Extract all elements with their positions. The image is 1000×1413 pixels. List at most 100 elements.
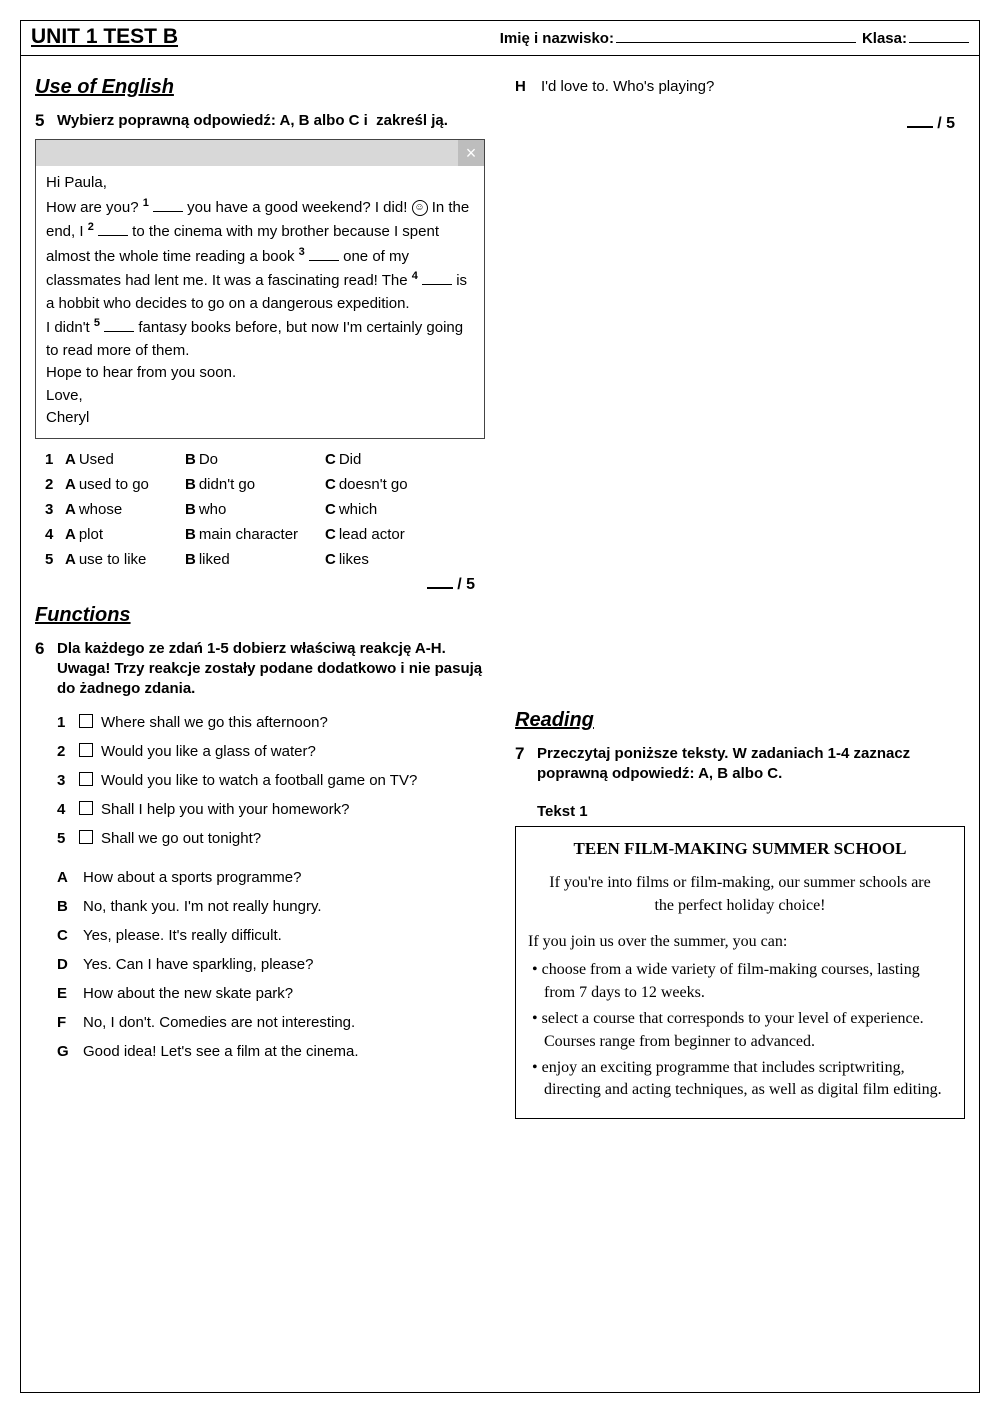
close-icon: × bbox=[458, 140, 484, 166]
option-a[interactable]: A whose bbox=[65, 501, 185, 518]
option-c[interactable]: C which bbox=[325, 501, 377, 518]
spacer bbox=[515, 139, 965, 699]
test-title: UNIT 1 TEST B bbox=[31, 25, 178, 49]
answer-item: DYes. Can I have sparkling, please? bbox=[57, 950, 485, 979]
gap-marker: 5 bbox=[94, 317, 100, 329]
option-b[interactable]: B didn't go bbox=[185, 476, 325, 493]
question-item: 3Would you like to watch a football game… bbox=[57, 766, 485, 795]
score-blank[interactable] bbox=[907, 126, 933, 128]
answer-item: GGood idea! Let's see a film at the cine… bbox=[57, 1037, 485, 1066]
mc-num: 5 bbox=[45, 551, 65, 568]
answer-list: AHow about a sports programme? BNo, than… bbox=[57, 863, 485, 1066]
letter-signature: Cheryl bbox=[46, 409, 89, 426]
answer-text: Yes, please. It's really difficult. bbox=[83, 925, 282, 946]
question-text: Would you like to watch a football game … bbox=[101, 770, 417, 791]
reading-box: TEEN FILM-MAKING SUMMER SCHOOL If you're… bbox=[515, 826, 965, 1119]
answer-text: No, thank you. I'm not really hungry. bbox=[83, 896, 322, 917]
answer-text: How about the new skate park? bbox=[83, 983, 293, 1004]
letter-body: Hi Paula, How are you? 1 you have a good… bbox=[36, 166, 484, 438]
answer-box[interactable] bbox=[79, 772, 93, 786]
option-b[interactable]: B liked bbox=[185, 551, 325, 568]
score-line: / 5 bbox=[515, 115, 955, 133]
gap-blank[interactable] bbox=[422, 284, 452, 285]
exercise-number: 6 bbox=[35, 639, 57, 700]
mc-row: 1 A Used B Do C Did bbox=[45, 447, 485, 472]
option-c[interactable]: C Did bbox=[325, 451, 361, 468]
question-item: 2Would you like a glass of water? bbox=[57, 737, 485, 766]
content-columns: Use of English 5 Wybierz poprawną odpowi… bbox=[21, 56, 979, 1139]
question-list: 1Where shall we go this afternoon? 2Woul… bbox=[57, 708, 485, 853]
answer-text: I'd love to. Who's playing? bbox=[541, 76, 714, 97]
question-text: Shall I help you with your homework? bbox=[101, 799, 349, 820]
option-b[interactable]: B who bbox=[185, 501, 325, 518]
option-a[interactable]: A used to go bbox=[65, 476, 185, 493]
letter-text: I didn't bbox=[46, 319, 94, 336]
smile-icon: ☺ bbox=[412, 200, 428, 216]
letter-text: How are you? bbox=[46, 199, 143, 216]
option-c[interactable]: C likes bbox=[325, 551, 369, 568]
answer-box[interactable] bbox=[79, 830, 93, 844]
question-text: Where shall we go this afternoon? bbox=[101, 712, 328, 733]
question-text: Would you like a glass of water? bbox=[101, 741, 316, 762]
mc-row: 3 A whose B who C which bbox=[45, 497, 485, 522]
mc-num: 2 bbox=[45, 476, 65, 493]
answer-letter: H bbox=[515, 76, 541, 97]
gap-marker: 3 bbox=[299, 246, 305, 258]
multiple-choice-table: 1 A Used B Do C Did 2 A used to go B did… bbox=[45, 447, 485, 572]
mc-num: 3 bbox=[45, 501, 65, 518]
reading-bullets: choose from a wide variety of film-makin… bbox=[528, 957, 952, 1103]
answer-item: CYes, please. It's really difficult. bbox=[57, 921, 485, 950]
reading-title: TEEN FILM-MAKING SUMMER SCHOOL bbox=[528, 837, 952, 861]
mc-num: 1 bbox=[45, 451, 65, 468]
text-label: Tekst 1 bbox=[537, 803, 965, 820]
mc-num: 4 bbox=[45, 526, 65, 543]
letter-box: × Hi Paula, How are you? 1 you have a go… bbox=[35, 139, 485, 439]
answer-item: EHow about the new skate park? bbox=[57, 979, 485, 1008]
reading-lead: If you join us over the summer, you can: bbox=[528, 931, 952, 953]
answer-text: How about a sports programme? bbox=[83, 867, 301, 888]
gap-blank[interactable] bbox=[104, 331, 134, 332]
gap-blank[interactable] bbox=[309, 260, 339, 261]
answer-item-h: H I'd love to. Who's playing? bbox=[515, 72, 965, 101]
gap-blank[interactable] bbox=[153, 211, 183, 212]
gap-blank[interactable] bbox=[98, 235, 128, 236]
letter-text: Hope to hear from you soon. bbox=[46, 364, 236, 381]
option-a[interactable]: A Used bbox=[65, 451, 185, 468]
letter-window-bar: × bbox=[36, 140, 484, 166]
gap-marker: 1 bbox=[143, 197, 149, 209]
exercise-instruction: Dla każdego ze zdań 1-5 dobierz właściwą… bbox=[57, 639, 485, 700]
option-a[interactable]: A plot bbox=[65, 526, 185, 543]
page: UNIT 1 TEST B Imię i nazwisko: Klasa: Us… bbox=[20, 20, 980, 1393]
class-blank[interactable] bbox=[909, 42, 969, 43]
answer-item: AHow about a sports programme? bbox=[57, 863, 485, 892]
mc-row: 2 A used to go B didn't go C doesn't go bbox=[45, 472, 485, 497]
answer-box[interactable] bbox=[79, 743, 93, 757]
section-use-of-english: Use of English bbox=[35, 76, 485, 99]
name-blank[interactable] bbox=[616, 42, 856, 43]
gap-marker: 2 bbox=[88, 221, 94, 233]
reading-bullet: enjoy an exciting programme that include… bbox=[532, 1055, 952, 1104]
option-b[interactable]: B Do bbox=[185, 451, 325, 468]
gap-marker: 4 bbox=[412, 270, 418, 282]
mc-row: 4 A plot B main character C lead actor bbox=[45, 522, 485, 547]
answer-text: No, I don't. Comedies are not interestin… bbox=[83, 1012, 355, 1033]
answer-box[interactable] bbox=[79, 801, 93, 815]
mc-row: 5 A use to like B liked C likes bbox=[45, 547, 485, 572]
option-c[interactable]: C lead actor bbox=[325, 526, 405, 543]
header-bar: UNIT 1 TEST B Imię i nazwisko: Klasa: bbox=[21, 21, 979, 56]
section-functions: Functions bbox=[35, 604, 485, 627]
section-reading: Reading bbox=[515, 709, 965, 732]
exercise-number: 5 bbox=[35, 111, 57, 131]
exercise-number: 7 bbox=[515, 744, 537, 785]
option-c[interactable]: C doesn't go bbox=[325, 476, 408, 493]
answer-item: FNo, I don't. Comedies are not interesti… bbox=[57, 1008, 485, 1037]
answer-box[interactable] bbox=[79, 714, 93, 728]
option-a[interactable]: A use to like bbox=[65, 551, 185, 568]
score-blank[interactable] bbox=[427, 587, 453, 589]
class-label: Klasa: bbox=[862, 30, 907, 47]
reading-bullet: choose from a wide variety of film-makin… bbox=[532, 957, 952, 1006]
option-b[interactable]: B main character bbox=[185, 526, 325, 543]
exercise-instruction: Wybierz poprawną odpowiedź: A, B albo C … bbox=[57, 111, 448, 131]
reading-subtitle: If you're into films or film-making, our… bbox=[528, 872, 952, 917]
question-text: Shall we go out tonight? bbox=[101, 828, 261, 849]
